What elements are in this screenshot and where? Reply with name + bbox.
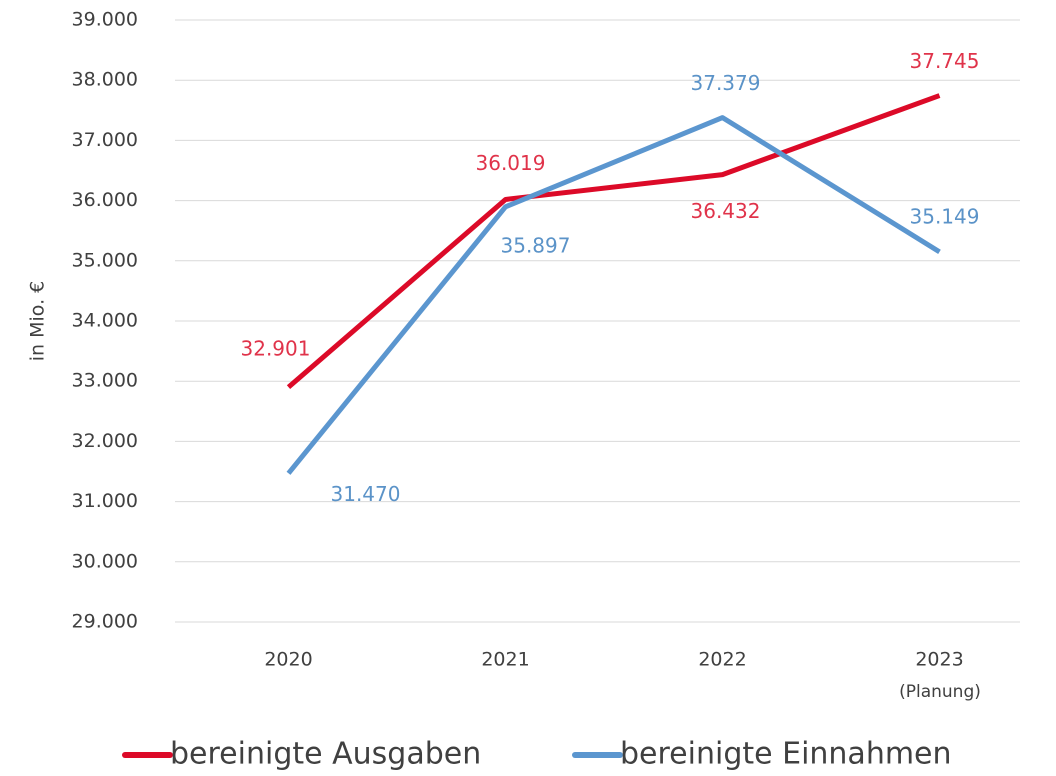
x-tick-label: 2022 bbox=[698, 649, 746, 671]
y-tick-label: 36.000 bbox=[72, 189, 138, 211]
x-tick-label: 2021 bbox=[481, 649, 529, 671]
data-label: 36.432 bbox=[691, 199, 761, 223]
data-label: 35.897 bbox=[501, 233, 571, 257]
y-tick-label: 32.000 bbox=[72, 430, 138, 452]
series-line bbox=[286, 93, 941, 390]
y-tick-label: 35.000 bbox=[72, 249, 138, 271]
y-tick-label: 39.000 bbox=[72, 9, 138, 31]
y-tick-label: 29.000 bbox=[72, 611, 138, 633]
data-label: 35.149 bbox=[910, 204, 980, 228]
x-tick-label: 2020 bbox=[264, 649, 312, 671]
category-note: (Planung) bbox=[899, 682, 981, 702]
data-label: 32.901 bbox=[241, 337, 311, 361]
y-tick-label: 30.000 bbox=[72, 550, 138, 572]
y-tick-label: 34.000 bbox=[72, 310, 138, 332]
y-tick-label: 37.000 bbox=[72, 129, 138, 151]
series-line bbox=[286, 115, 941, 475]
y-tick-label: 31.000 bbox=[72, 490, 138, 512]
legend-label: bereinigte Einnahmen bbox=[620, 737, 952, 772]
x-tick-label: 2023 bbox=[915, 649, 963, 671]
y-tick-label: 38.000 bbox=[72, 69, 138, 91]
data-label: 37.379 bbox=[691, 71, 761, 95]
data-label: 36.019 bbox=[476, 151, 546, 175]
data-label: 37.745 bbox=[910, 49, 980, 73]
y-axis-label: in Mio. € bbox=[27, 281, 49, 362]
y-tick-label: 33.000 bbox=[72, 370, 138, 392]
data-label: 31.470 bbox=[331, 482, 401, 506]
legend-label: bereinigte Ausgaben bbox=[170, 737, 481, 772]
